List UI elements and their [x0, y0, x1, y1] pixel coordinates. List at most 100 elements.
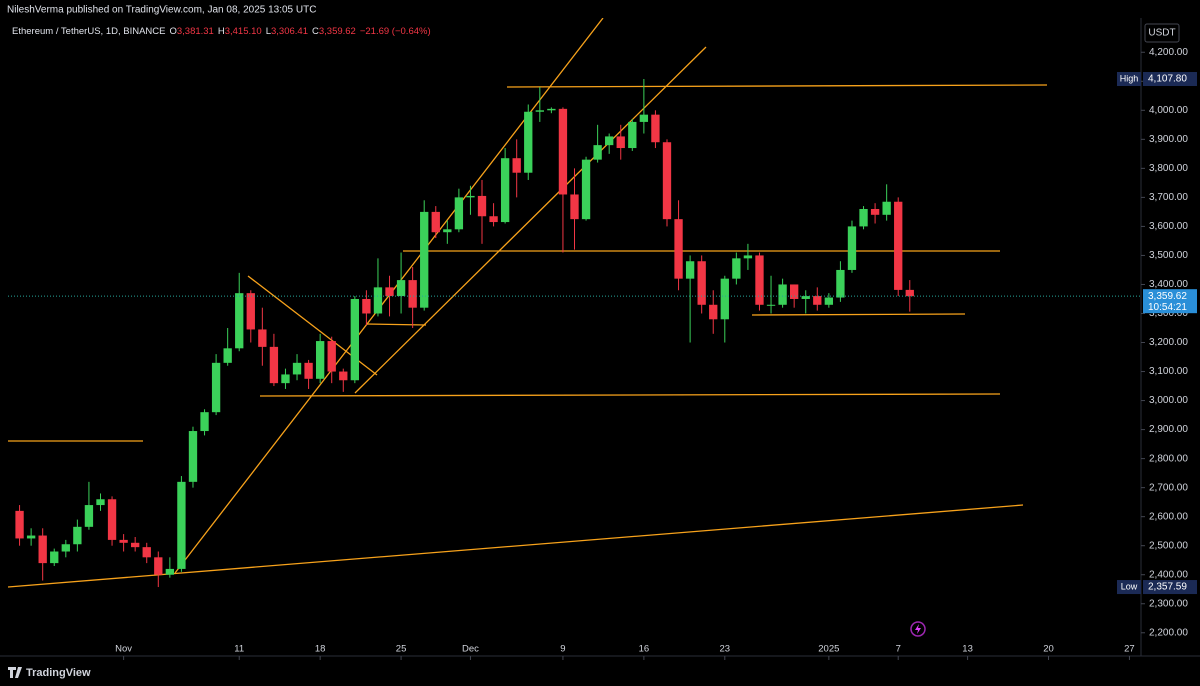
- candle-body: [304, 362, 313, 379]
- candle-body: [431, 211, 440, 233]
- candle-body: [581, 159, 591, 220]
- y-tick-label: 2,700.00: [1149, 482, 1188, 493]
- candle-body: [246, 293, 255, 330]
- y-tick-label: 2,600.00: [1149, 511, 1188, 522]
- x-tick-label: 23: [720, 644, 731, 655]
- candle-body: [685, 261, 695, 279]
- x-tick-label: 11: [234, 644, 244, 655]
- candle-body: [38, 535, 47, 564]
- x-tick-label: 13: [962, 644, 973, 655]
- x-tick-label: 18: [315, 644, 326, 655]
- y-tick-label: 3,300.00: [1149, 308, 1188, 319]
- lightning-icon[interactable]: [910, 621, 926, 637]
- horizontal-line: [751, 313, 966, 316]
- candle-body: [200, 412, 209, 432]
- price-label-name: Low: [1121, 581, 1138, 591]
- candle-body: [524, 111, 533, 173]
- candle-body: [362, 298, 371, 314]
- candle-body: [766, 304, 776, 306]
- ohlc-value: 3,381.31: [177, 26, 214, 37]
- candle-body: [443, 229, 452, 233]
- candle-body: [339, 371, 348, 381]
- candle-body: [547, 108, 556, 111]
- candle-body: [327, 341, 336, 372]
- candle-body: [396, 280, 406, 297]
- candle-body: [639, 114, 649, 122]
- price-label-box: [1143, 580, 1197, 595]
- candle-body: [720, 278, 729, 320]
- candle-body: [50, 551, 59, 564]
- y-tick-label: 3,700.00: [1149, 192, 1188, 203]
- candle-body: [870, 208, 880, 215]
- candle-body: [373, 287, 383, 314]
- candle-body: [385, 287, 394, 297]
- y-tick-label: 2,500.00: [1149, 540, 1188, 551]
- price-label-box: [1143, 72, 1197, 87]
- candle-body: [408, 280, 417, 308]
- candle-body: [154, 557, 163, 575]
- candle-body: [662, 142, 672, 220]
- candle-body: [500, 158, 510, 223]
- y-tick-label: 3,000.00: [1149, 395, 1188, 406]
- x-tick-label: 7: [896, 644, 901, 655]
- price-label-tag: [1117, 72, 1141, 87]
- x-tick-label: 9: [560, 644, 565, 655]
- change: −21.69 (−0.64%): [360, 26, 431, 37]
- ohlc-key: O: [169, 26, 176, 37]
- candle-body: [697, 261, 706, 305]
- ohlc-key: H: [218, 26, 225, 37]
- candle-body: [894, 201, 903, 290]
- x-tick-label: 16: [639, 644, 650, 655]
- y-tick-label: 2,900.00: [1149, 424, 1188, 435]
- candle-body: [119, 539, 128, 543]
- candle-body: [743, 255, 753, 259]
- last-price-value: 3,359.62: [1148, 291, 1187, 302]
- candle-body: [107, 499, 117, 540]
- trend-line: [7, 504, 1024, 588]
- legend: Ethereum / TetherUS, 1D, BINANCE O3,381.3…: [12, 26, 431, 37]
- horizontal-line: [506, 84, 1048, 88]
- price-label-tag: [1117, 580, 1141, 595]
- candle-body: [142, 547, 151, 558]
- y-tick-label: 4,200.00: [1149, 47, 1188, 58]
- candle-body: [420, 211, 429, 308]
- candle-body: [859, 208, 868, 227]
- x-tick-label: 27: [1124, 644, 1135, 655]
- candle-body: [593, 145, 602, 160]
- candle-body: [188, 431, 198, 482]
- x-tick-label: 20: [1043, 644, 1054, 655]
- candle-body: [570, 194, 579, 220]
- candle-body: [674, 219, 683, 279]
- branding: TradingView: [8, 667, 91, 679]
- candle-body: [281, 374, 290, 384]
- x-tick-label: Dec: [462, 644, 479, 655]
- y-tick-label: 3,500.00: [1149, 250, 1188, 261]
- y-tick-label: 4,000.00: [1149, 105, 1188, 116]
- x-tick-label: 25: [396, 644, 407, 655]
- countdown: 10:54:21: [1148, 302, 1187, 313]
- ohlc-value: 3,306.41: [271, 26, 308, 37]
- candle-body: [26, 535, 36, 539]
- candle-body: [269, 346, 279, 384]
- candle-body: [454, 197, 464, 230]
- candle-body: [535, 110, 544, 112]
- y-tick-label: 2,800.00: [1149, 453, 1188, 464]
- symbol: Ethereum / TetherUS, 1D, BINANCE: [12, 26, 165, 37]
- candle-body: [489, 216, 498, 223]
- candle-body: [801, 296, 810, 299]
- candle-body: [211, 362, 221, 413]
- candle-body: [628, 121, 637, 149]
- candle-body: [790, 284, 799, 299]
- candle-body: [477, 195, 487, 217]
- currency: USDT: [1148, 28, 1175, 39]
- candle-body: [512, 158, 521, 173]
- ohlc-key: L: [266, 26, 271, 37]
- candle-body: [836, 269, 845, 298]
- currency-box[interactable]: [1144, 23, 1180, 43]
- candle-body: [84, 505, 94, 527]
- candle-body: [177, 481, 186, 569]
- lightning-bolt: [915, 624, 921, 634]
- candle-body: [61, 544, 70, 552]
- candle-body: [605, 136, 614, 146]
